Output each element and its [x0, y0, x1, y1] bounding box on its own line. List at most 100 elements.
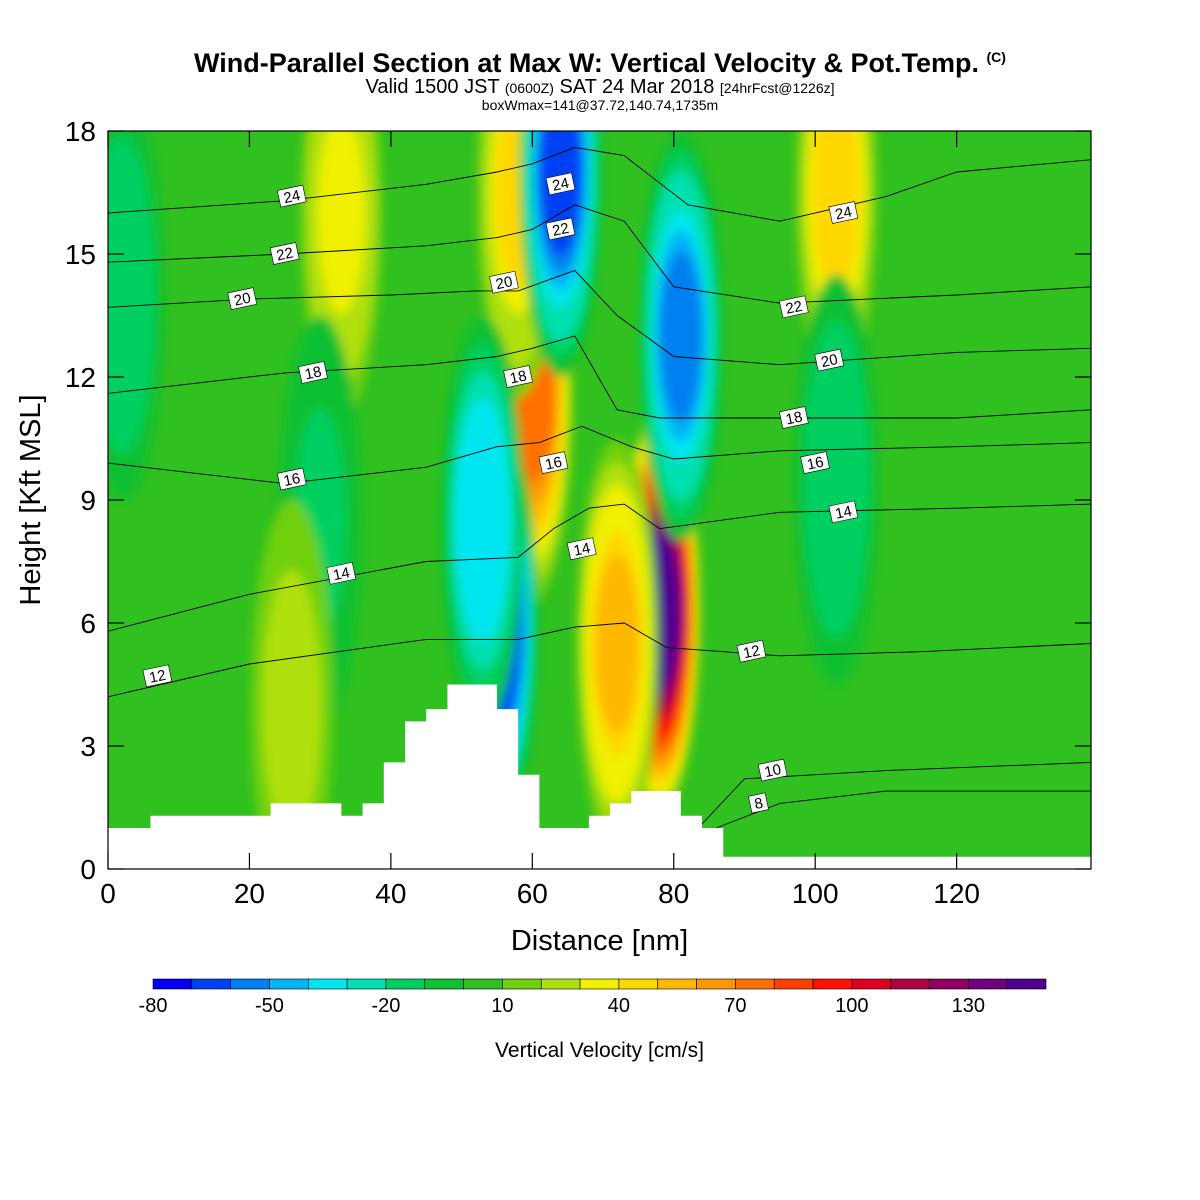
chart-title: Wind-Parallel Section at Max W: Vertical…: [0, 42, 1200, 78]
velocity-field: [108, 131, 878, 869]
contour-label-20: 20: [814, 348, 845, 372]
chart-subtitle: Valid 1500 JST (0600Z) SAT 24 Mar 2018 […: [0, 77, 1200, 98]
colorbar-swatch: [657, 978, 697, 990]
theta-contour-8: [716, 790, 1091, 829]
colorbar-tick-label: 40: [608, 995, 630, 1017]
theta-contour-16: [108, 425, 1091, 485]
contour-label-box: [545, 172, 576, 196]
contour-label-24: 24: [545, 172, 576, 196]
colorbar-label: Vertical Velocity [cm/s]: [495, 1039, 704, 1062]
contour-label-box: [566, 537, 597, 561]
colorbar-tick-label: 70: [724, 995, 746, 1017]
velocity-cell: [812, 131, 861, 293]
contour-label-text: 10: [763, 761, 783, 781]
contour-label-text: 8: [753, 795, 765, 813]
velocity-cell: [108, 182, 149, 408]
velocity-cell: [317, 131, 366, 314]
contour-label-box: [503, 365, 533, 388]
y-axis-label: Height [Kft MSL]: [15, 394, 47, 605]
y-tick-label: 12: [65, 362, 96, 393]
forecast-info: [24hrFcst@1226z]: [719, 80, 835, 96]
contour-label-text: 16: [282, 470, 302, 490]
x-tick-label: 120: [933, 878, 980, 909]
colorbar-swatch: [696, 978, 736, 990]
colorbar-swatch: [968, 978, 1008, 990]
colorbar-swatch: [851, 978, 891, 990]
y-tick-label: 0: [80, 854, 96, 885]
contour-label-20: 20: [489, 270, 519, 294]
contour-label-box: [142, 664, 173, 688]
y-tick-label: 6: [80, 608, 96, 639]
contour-label-text: 16: [805, 454, 825, 474]
velocity-cell: [262, 569, 322, 841]
contour-label-box: [276, 184, 307, 208]
y-tick-label: 15: [65, 239, 96, 270]
theta-contour-24: [108, 146, 1091, 222]
velocity-cell: [810, 367, 863, 592]
contour-label-text: 18: [784, 408, 804, 428]
contour-label-text: 14: [572, 540, 592, 560]
x-axis-label: Distance [nm]: [511, 925, 688, 957]
contour-label-10: 10: [757, 758, 788, 782]
contour-label-8: 8: [748, 792, 769, 814]
colorbar-swatch: [269, 978, 309, 990]
colorbar-tick-label: -80: [139, 995, 168, 1017]
theta-contour-18: [108, 335, 1091, 419]
x-tick-label: 100: [792, 878, 839, 909]
colorbar-tick-label: 130: [952, 995, 985, 1017]
valid-date: SAT 24 Mar 2018: [559, 76, 715, 98]
contour-label-text: 16: [544, 454, 564, 474]
colorbar-tick-label: 10: [491, 995, 513, 1017]
colorbar-swatch: [812, 978, 853, 990]
theta-contour-22: [108, 204, 1091, 304]
contour-label-12: 12: [736, 639, 767, 663]
colorbar-swatch: [424, 978, 464, 990]
contour-label-box: [276, 467, 307, 491]
contour-label-box: [828, 500, 859, 524]
colorbar-tick-label: 100: [835, 995, 868, 1017]
colorbar-swatch: [502, 978, 542, 990]
contour-label-18: 18: [503, 365, 533, 388]
theta-contour-12: [108, 622, 1091, 698]
colorbar-swatch: [773, 978, 814, 990]
colorbar-tick-label: -50: [255, 995, 284, 1017]
contour-label-text: 24: [834, 203, 854, 223]
x-tick-label: 40: [375, 878, 406, 909]
contour-label-box: [736, 639, 767, 663]
colorbar-swatch: [385, 978, 426, 990]
contour-label-text: 20: [820, 351, 840, 371]
x-tick-label: 0: [100, 878, 116, 909]
contour-label-text: 14: [834, 503, 854, 523]
contour-label-box: [757, 758, 788, 782]
contour-label-text: 18: [508, 367, 528, 387]
contour-label-18: 18: [298, 361, 328, 384]
contour-label-text: 24: [282, 187, 302, 207]
contour-label-box: [545, 217, 576, 241]
contour-label-24: 24: [276, 184, 307, 208]
contour-label-24: 24: [828, 201, 859, 224]
contour-label-box: [227, 287, 258, 310]
contour-label-text: 22: [275, 244, 295, 264]
contour-label-20: 20: [227, 287, 258, 310]
colorbar-swatch: [1006, 978, 1047, 990]
contour-label-text: 12: [742, 642, 762, 662]
colorbar-swatch: [346, 978, 387, 990]
colorbar-swatch: [929, 978, 969, 990]
box-info: boxWmax=141@37.72,140.74,1735m: [481, 97, 719, 113]
x-tick-label: 60: [517, 878, 548, 909]
colorbar-swatch: [152, 978, 193, 990]
contour-label-box: [779, 295, 809, 319]
colorbar-swatch: [191, 978, 231, 990]
velocity-cell: [595, 554, 640, 733]
contour-label-box: [489, 270, 519, 294]
contour-label-22: 22: [779, 295, 809, 319]
colorbar-swatch: [579, 978, 620, 990]
colorbar-tick-label: -20: [372, 995, 401, 1017]
contour-label-14: 14: [326, 561, 357, 585]
contour-label-text: 24: [551, 175, 571, 195]
colorbar-swatch: [463, 978, 503, 990]
colorbar-swatch: [540, 978, 581, 990]
velocity-cell: [659, 250, 703, 422]
contour-label-22: 22: [545, 217, 576, 241]
